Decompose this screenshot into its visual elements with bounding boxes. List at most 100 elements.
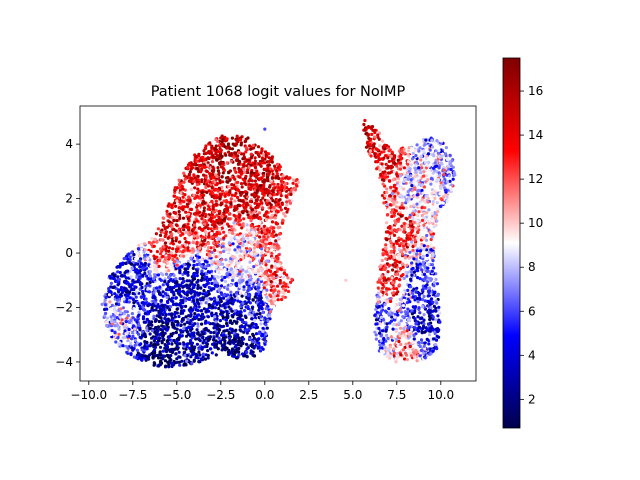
data-point [247,231,252,235]
data-point [148,344,152,348]
data-point [198,262,202,267]
data-point [152,361,156,365]
data-point [270,234,274,238]
data-point [211,235,215,239]
data-point [189,207,193,211]
data-point [202,158,206,162]
data-point [231,242,235,246]
data-point [142,266,146,270]
data-point [236,203,240,208]
data-point [239,310,243,314]
data-point [250,170,254,174]
data-point [260,230,264,234]
data-point [199,286,203,290]
data-point [108,274,112,278]
data-point [249,156,253,160]
data-point [113,274,117,278]
data-point [247,327,251,332]
data-point [237,218,241,222]
data-point [227,224,231,228]
data-point [259,267,263,271]
data-point [219,218,223,222]
data-point [178,283,182,287]
data-point [185,334,189,338]
data-point [247,278,251,282]
data-point [269,299,273,303]
data-point [158,363,162,367]
data-point [163,234,167,239]
data-point [202,173,206,177]
data-point [216,166,220,170]
data-point [143,311,147,316]
data-point [232,213,236,217]
data-point [205,256,209,260]
data-point [222,329,226,333]
data-point [289,190,293,194]
data-point [238,285,242,289]
data-point [388,345,393,349]
data-point [253,295,257,299]
data-point [208,207,212,212]
data-point [257,230,261,234]
data-point [246,265,250,269]
data-point [251,332,255,336]
data-point [283,182,287,186]
data-point [184,315,188,319]
data-point [181,301,185,305]
data-point [153,257,157,261]
data-point [153,342,157,346]
data-point [238,281,242,285]
data-point [228,205,232,209]
data-point [265,203,269,207]
data-point [221,180,225,184]
data-point [381,165,385,169]
data-point [280,290,284,294]
data-point [266,235,270,239]
data-point [135,348,139,352]
data-point [236,245,240,249]
data-point [252,265,256,269]
data-point [227,184,231,189]
data-point [174,253,178,257]
data-point [133,338,138,342]
data-point [212,331,216,335]
data-point [217,237,221,241]
data-point [218,194,222,198]
data-point [244,146,248,150]
data-point [237,350,241,354]
data-point [203,165,207,169]
data-point [261,206,265,210]
data-point [192,358,196,362]
data-point [426,169,430,173]
data-point [174,296,178,300]
data-point [255,261,260,265]
data-point [183,299,188,303]
data-point [244,342,249,346]
data-point [222,333,226,337]
data-point [128,296,132,300]
data-point [167,249,171,253]
data-point [247,300,251,304]
data-point [174,284,178,288]
data-point [279,194,283,198]
data-point [192,263,196,267]
data-point [189,231,193,235]
data-point [127,327,131,332]
data-point [256,278,260,282]
data-point [275,162,279,166]
data-point [130,267,134,271]
data-point [211,253,215,258]
data-point [152,291,156,295]
data-point [130,337,134,341]
data-point [199,163,203,168]
data-point [257,337,261,341]
data-point [155,240,159,244]
data-point [259,200,263,204]
data-point [245,228,249,232]
data-point [255,199,259,203]
data-point [227,230,231,234]
data-point [180,257,185,261]
data-point [236,313,240,317]
data-point [124,290,128,294]
data-point [200,231,204,236]
